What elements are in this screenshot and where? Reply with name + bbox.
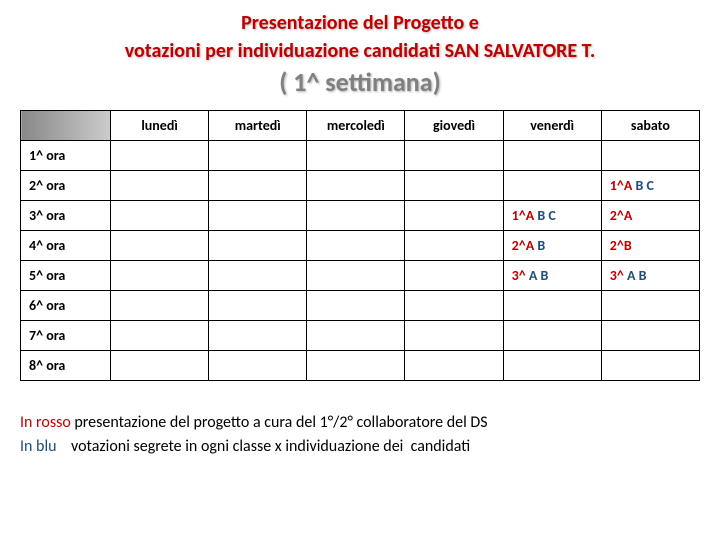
cell-blue: A B <box>627 267 647 284</box>
subtitle: ( 1^ settimana) <box>20 66 700 98</box>
cell: 1^A B C <box>601 171 699 201</box>
col-header: venerdì <box>503 111 601 141</box>
table-row: 5^ ora 3^ A B 3^ A B <box>21 261 700 291</box>
cell <box>601 141 699 171</box>
cell: 2^A B <box>503 231 601 261</box>
cell <box>307 291 405 321</box>
table-row: 1^ ora <box>21 141 700 171</box>
table-row: 3^ ora 1^A B C 2^A <box>21 201 700 231</box>
cell <box>111 261 209 291</box>
cell-red: 3^ <box>610 267 624 284</box>
cell-red: 2^A <box>610 207 633 224</box>
table-row: 2^ ora 1^A B C <box>21 171 700 201</box>
cell <box>405 351 503 381</box>
cell <box>503 141 601 171</box>
cell <box>307 321 405 351</box>
row-header: 8^ ora <box>21 351 111 381</box>
cell <box>209 231 307 261</box>
cell <box>111 231 209 261</box>
row-header: 6^ ora <box>21 291 111 321</box>
title-line-1: Presentazione del Progetto e <box>20 10 700 36</box>
cell <box>405 201 503 231</box>
cell <box>307 231 405 261</box>
cell-red: 2^A <box>512 237 535 254</box>
title-line-2: votazioni per individuazione candidati S… <box>20 38 700 64</box>
legend: In rosso presentazione del progetto a cu… <box>20 411 700 459</box>
cell <box>601 291 699 321</box>
cell-blue: B C <box>537 207 555 224</box>
schedule-table: lunedì martedì mercoledì giovedì venerdì… <box>20 110 700 381</box>
cell: 2^A <box>601 201 699 231</box>
cell-red: 1^A <box>512 207 535 224</box>
col-header: mercoledì <box>307 111 405 141</box>
cell <box>307 141 405 171</box>
cell <box>307 261 405 291</box>
row-header: 3^ ora <box>21 201 111 231</box>
corner-cell <box>21 111 111 141</box>
legend-red-line: In rosso presentazione del progetto a cu… <box>20 411 700 435</box>
row-header: 1^ ora <box>21 141 111 171</box>
cell <box>503 171 601 201</box>
cell: 3^ A B <box>503 261 601 291</box>
table-row: 6^ ora <box>21 291 700 321</box>
cell-red: 1^A <box>610 177 633 194</box>
row-header: 5^ ora <box>21 261 111 291</box>
cell <box>405 231 503 261</box>
cell <box>307 171 405 201</box>
cell <box>111 141 209 171</box>
cell <box>503 321 601 351</box>
table-row: 7^ ora <box>21 321 700 351</box>
cell <box>209 141 307 171</box>
cell <box>307 201 405 231</box>
cell <box>209 171 307 201</box>
cell <box>209 321 307 351</box>
cell <box>209 261 307 291</box>
cell <box>111 171 209 201</box>
legend-red-text: presentazione del progetto a cura del 1°… <box>71 413 488 432</box>
cell <box>405 321 503 351</box>
cell <box>601 351 699 381</box>
legend-red-label: In rosso <box>20 413 71 432</box>
legend-blue-text: votazioni segrete in ogni classe x indiv… <box>57 437 471 456</box>
cell-blue: B C <box>636 177 654 194</box>
cell <box>209 351 307 381</box>
cell-red: 2^B <box>610 237 632 254</box>
cell <box>307 351 405 381</box>
cell-red: 3^ <box>512 267 526 284</box>
cell: 3^ A B <box>601 261 699 291</box>
cell <box>209 291 307 321</box>
cell <box>503 291 601 321</box>
cell: 2^B <box>601 231 699 261</box>
cell <box>405 141 503 171</box>
legend-blue-label: In blu <box>20 437 57 456</box>
table-header-row: lunedì martedì mercoledì giovedì venerdì… <box>21 111 700 141</box>
cell <box>405 171 503 201</box>
row-header: 7^ ora <box>21 321 111 351</box>
cell <box>405 291 503 321</box>
col-header: giovedì <box>405 111 503 141</box>
col-header: sabato <box>601 111 699 141</box>
cell <box>503 351 601 381</box>
row-header: 4^ ora <box>21 231 111 261</box>
cell-blue: B <box>537 237 545 254</box>
cell <box>405 261 503 291</box>
cell <box>111 321 209 351</box>
cell <box>111 201 209 231</box>
cell <box>111 291 209 321</box>
cell <box>111 351 209 381</box>
col-header: martedì <box>209 111 307 141</box>
cell <box>209 201 307 231</box>
table-row: 8^ ora <box>21 351 700 381</box>
row-header: 2^ ora <box>21 171 111 201</box>
col-header: lunedì <box>111 111 209 141</box>
cell: 1^A B C <box>503 201 601 231</box>
legend-blue-line: In blu votazioni segrete in ogni classe … <box>20 435 700 459</box>
cell <box>601 321 699 351</box>
table-row: 4^ ora 2^A B 2^B <box>21 231 700 261</box>
cell-blue: A B <box>529 267 549 284</box>
